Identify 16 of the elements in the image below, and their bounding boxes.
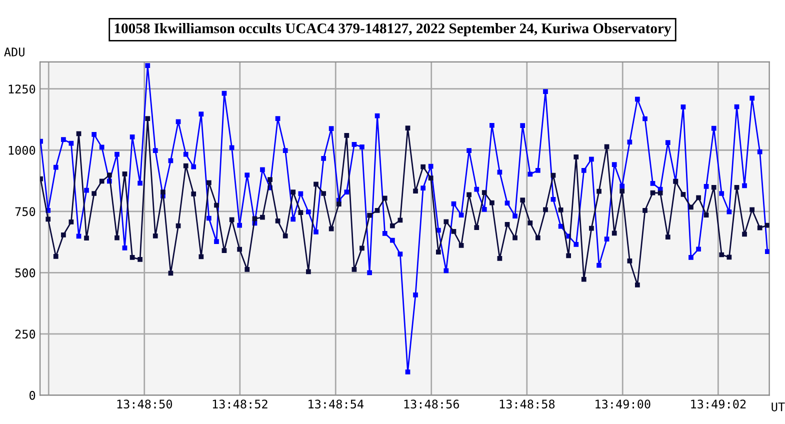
x-tick-label: 13:48:54 — [308, 400, 364, 409]
y-axis-title: ADU — [4, 48, 24, 56]
x-tick-label: 13:49:02 — [691, 400, 746, 409]
x-tick-label: 13:49:00 — [596, 400, 650, 409]
y-tick-label: 750 — [15, 207, 36, 216]
x-tick-label: 13:48:50 — [117, 400, 172, 409]
x-tick-label: 13:48:58 — [500, 400, 555, 409]
chart-title: 10058 Ikwilliamson occults UCAC4 379-148127, 2022 September 24, Kuriwa Observatory — [114, 23, 672, 36]
x-tick-label: 13:48:52 — [212, 400, 268, 409]
y-tick-label: 1250 — [8, 84, 36, 94]
x-axis-title: UT — [772, 402, 785, 412]
y-tick-label: 1000 — [8, 146, 36, 155]
y-tick-label: 250 — [15, 330, 36, 339]
y-tick-label: 0 — [30, 390, 36, 400]
x-tick-label: 13:48:56 — [404, 400, 460, 409]
y-tick-label: 500 — [15, 268, 36, 278]
